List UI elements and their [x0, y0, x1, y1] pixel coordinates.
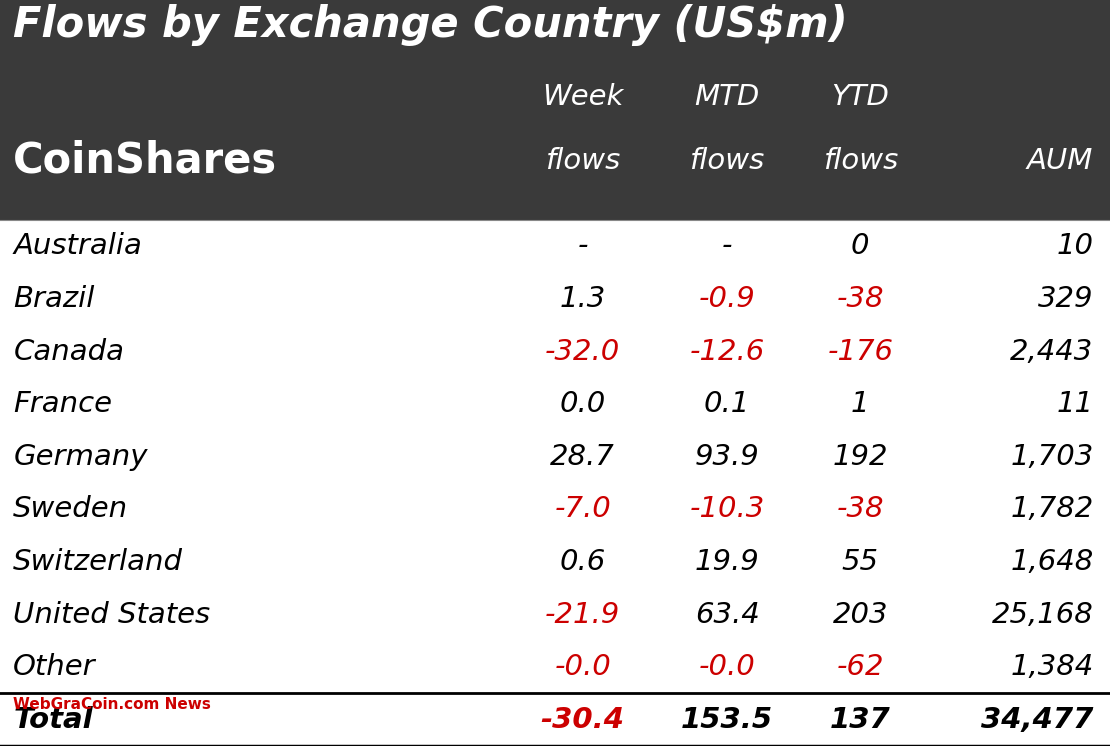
Bar [0, 272, 1110, 325]
Text: -7.0: -7.0 [554, 495, 612, 524]
Text: 1: 1 [851, 390, 869, 419]
Bar [0, 220, 1110, 272]
Text: AUM: AUM [1027, 147, 1093, 175]
Text: 0.0: 0.0 [559, 390, 606, 419]
Bar [0, 325, 1110, 377]
Bar [0, 536, 1110, 588]
Text: Australia: Australia [13, 232, 142, 260]
Text: 2,443: 2,443 [1010, 337, 1093, 366]
Text: 153.5: 153.5 [682, 706, 773, 734]
Text: 0.1: 0.1 [704, 390, 750, 419]
Text: -10.3: -10.3 [689, 495, 765, 524]
Text: 0: 0 [851, 232, 869, 260]
Text: 1.3: 1.3 [559, 285, 606, 313]
Text: 25,168: 25,168 [991, 601, 1093, 629]
Text: Flows by Exchange Country (US$m): Flows by Exchange Country (US$m) [13, 4, 848, 46]
Text: 63.4: 63.4 [695, 601, 759, 629]
Text: 0.6: 0.6 [559, 548, 606, 576]
Text: -12.6: -12.6 [689, 337, 765, 366]
Text: YTD: YTD [831, 83, 889, 111]
Text: Brazil: Brazil [13, 285, 94, 313]
Text: 203: 203 [832, 601, 888, 629]
Text: 1,384: 1,384 [1010, 653, 1093, 681]
Text: Week: Week [542, 83, 624, 111]
Text: Switzerland: Switzerland [13, 548, 183, 576]
Text: CoinShares: CoinShares [13, 140, 278, 182]
Text: 10: 10 [1057, 232, 1093, 260]
Text: -: - [722, 232, 733, 260]
Bar [0, 377, 1110, 430]
Text: -62: -62 [837, 653, 884, 681]
Bar [0, 0, 1110, 220]
Text: Other: Other [13, 653, 95, 681]
Text: -176: -176 [827, 337, 894, 366]
Text: 19.9: 19.9 [695, 548, 759, 576]
Text: France: France [13, 390, 112, 419]
Bar [0, 694, 1110, 746]
Text: 28.7: 28.7 [551, 442, 615, 471]
Text: Sweden: Sweden [13, 495, 129, 524]
Text: WebGraCoin.com News: WebGraCoin.com News [13, 698, 211, 712]
Text: -0.0: -0.0 [554, 653, 612, 681]
Text: -0.0: -0.0 [698, 653, 756, 681]
Text: Total: Total [13, 706, 93, 734]
Text: Canada: Canada [13, 337, 124, 366]
Text: MTD: MTD [695, 83, 759, 111]
Text: -30.4: -30.4 [541, 706, 625, 734]
Text: -38: -38 [837, 285, 884, 313]
Text: 34,477: 34,477 [981, 706, 1093, 734]
Bar [0, 483, 1110, 536]
Bar [0, 588, 1110, 641]
Text: flows: flows [689, 147, 765, 175]
Bar [0, 430, 1110, 483]
Text: 93.9: 93.9 [695, 442, 759, 471]
Text: 1,782: 1,782 [1010, 495, 1093, 524]
Text: 1,703: 1,703 [1010, 442, 1093, 471]
Text: 192: 192 [832, 442, 888, 471]
Text: 137: 137 [830, 706, 890, 734]
Text: -38: -38 [837, 495, 884, 524]
Text: Germany: Germany [13, 442, 148, 471]
Text: 329: 329 [1038, 285, 1093, 313]
Text: flows: flows [823, 147, 898, 175]
Text: 55: 55 [841, 548, 879, 576]
Text: -: - [577, 232, 588, 260]
Text: 11: 11 [1057, 390, 1093, 419]
Text: -0.9: -0.9 [698, 285, 756, 313]
Text: United States: United States [13, 601, 211, 629]
Text: flows: flows [545, 147, 620, 175]
Text: 1,648: 1,648 [1010, 548, 1093, 576]
Text: -32.0: -32.0 [545, 337, 620, 366]
Bar [0, 641, 1110, 694]
Text: -21.9: -21.9 [545, 601, 620, 629]
